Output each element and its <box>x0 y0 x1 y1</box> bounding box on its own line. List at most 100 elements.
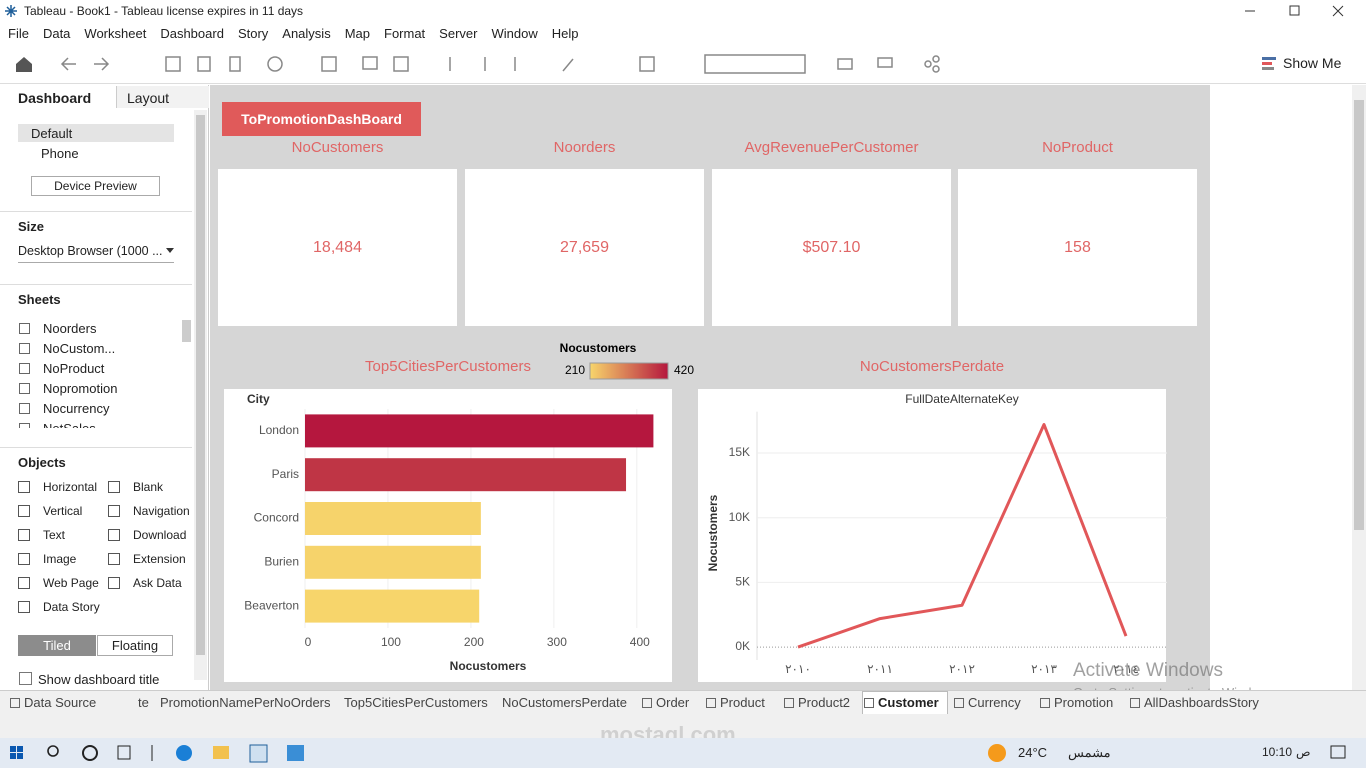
object-icon <box>18 505 30 517</box>
object-item[interactable]: Web Page <box>43 576 99 590</box>
sheet-tab[interactable]: Top5CitiesPerCustomers <box>344 695 488 710</box>
menu-item[interactable]: Story <box>237 26 269 41</box>
toolbar-icons <box>16 54 940 74</box>
floating-button[interactable]: Floating <box>97 635 173 656</box>
sheet-item[interactable]: NoCustom... <box>43 341 116 356</box>
sheet-tab[interactable]: Order <box>656 695 690 710</box>
notifications[interactable] <box>1330 744 1346 762</box>
bar-chart: Top5CitiesPerCustomers Nocustomers 210 420 C… <box>224 341 694 682</box>
tab-icon <box>1130 698 1140 708</box>
x-axis-label: Nocustomers <box>450 659 527 673</box>
category-header: City <box>247 392 270 406</box>
sheet-tab[interactable]: NoCustomersPerdate <box>502 695 627 710</box>
object-item[interactable]: Text <box>43 528 66 542</box>
weather-icon <box>988 744 1006 762</box>
kpi-card <box>712 169 951 326</box>
tab-icon <box>864 698 874 708</box>
tab-icon <box>784 698 794 708</box>
separator <box>0 447 192 448</box>
tab-icon <box>706 698 716 708</box>
device-option[interactable]: Phone <box>41 146 79 161</box>
size-dropdown[interactable]: Desktop Browser (1000 ... <box>18 244 174 263</box>
window-controls[interactable] <box>1230 0 1366 22</box>
x-tick-label: ٢٠١٣ <box>1031 662 1057 676</box>
kpi-value: 18,484 <box>313 239 362 256</box>
sheet-tab[interactable]: te <box>138 695 149 710</box>
kpi-value: $507.10 <box>802 239 861 256</box>
object-item[interactable]: Extension <box>133 552 186 566</box>
menu-item[interactable]: Window <box>491 26 538 41</box>
sheet-tab[interactable]: Product2 <box>798 695 851 710</box>
sheet-icon <box>19 323 30 334</box>
object-item[interactable]: Image <box>43 552 77 566</box>
sheet-item[interactable]: NoProduct <box>43 361 105 376</box>
separator <box>0 211 192 212</box>
chart-panel <box>698 389 1166 682</box>
kpi-card <box>958 169 1197 326</box>
active-tab-bg <box>862 691 948 715</box>
window-title: Tableau - Book1 - Tableau license expire… <box>24 4 304 18</box>
menu-item[interactable]: Server <box>439 26 478 41</box>
menu-item[interactable]: Map <box>344 26 370 41</box>
menu-item[interactable]: File <box>8 26 29 41</box>
menu-item[interactable]: Dashboard <box>160 26 224 41</box>
menu-item[interactable]: Data <box>42 26 71 41</box>
menu-item[interactable]: Format <box>384 26 426 41</box>
sheet-tab[interactable]: AllDashboardsStory <box>1144 695 1259 710</box>
sheet-item[interactable]: Nopromotion <box>43 381 118 396</box>
bar <box>305 589 480 623</box>
object-item[interactable]: Ask Data <box>133 576 182 590</box>
sheet-tabs: Data Source te PromotionNamePerNoOrders Top… <box>0 690 1366 715</box>
object-icon <box>18 601 30 613</box>
kpi-label: Noorders <box>553 139 616 156</box>
kpi-label: AvgRevenuePerCustomer <box>744 139 919 156</box>
sheet-item[interactable]: Noorders <box>43 321 97 336</box>
x-tick-label: 200 <box>464 635 484 649</box>
checkbox[interactable] <box>19 672 32 685</box>
section-heading: Size <box>18 219 45 234</box>
object-item[interactable]: Navigation <box>133 504 190 518</box>
line-series <box>797 423 1128 649</box>
tiled-button[interactable]: Tiled <box>18 635 96 656</box>
sheet-tab[interactable]: Product <box>720 695 765 710</box>
show-me-icon[interactable] <box>1262 56 1278 70</box>
object-item[interactable]: Horizontal <box>43 480 98 494</box>
y-axis-label: Nocustomers <box>706 494 720 571</box>
kpi-value: 27,659 <box>560 239 609 256</box>
sheet-tab[interactable]: Promotion <box>1054 695 1114 710</box>
object-icon <box>108 505 120 517</box>
sheet-item[interactable]: NetSales <box>43 421 96 428</box>
sheet-icon <box>19 343 30 354</box>
sheet-tab[interactable]: Customer <box>878 695 939 710</box>
side-panel <box>0 85 209 690</box>
dashboard-tab[interactable]: Dashboard <box>18 90 92 106</box>
object-item[interactable]: Blank <box>133 480 164 494</box>
y-tick-label: 5K <box>735 575 750 589</box>
kpi-label: NoProduct <box>1042 139 1113 156</box>
panel-scroll-thumb <box>196 115 205 655</box>
menu-item[interactable]: Analysis <box>282 26 331 41</box>
category-label: Beaverton <box>244 598 299 612</box>
kpi-label: NoCustomers <box>291 139 384 156</box>
sheet-item[interactable]: Nocurrency <box>43 401 110 416</box>
menu-item[interactable]: Help <box>551 26 579 41</box>
weather: مشمس <box>1068 745 1111 760</box>
sheet-tab[interactable]: Data Source <box>24 695 97 710</box>
tab-icon <box>642 698 652 708</box>
sheet-list: Noorders NoCustom... NoProduct Nopromotion N… <box>0 318 180 428</box>
show-me-button[interactable]: Show Me <box>1283 55 1342 71</box>
device-option[interactable]: Default <box>31 126 73 141</box>
object-item[interactable]: Data Story <box>43 600 100 614</box>
sheet-tab[interactable]: PromotionNamePerNoOrders <box>160 695 331 710</box>
layout-tab[interactable]: Layout <box>127 90 170 106</box>
object-item[interactable]: Download <box>133 528 187 542</box>
object-item[interactable]: Vertical <box>43 504 83 518</box>
device-preview-button[interactable]: Device Preview <box>31 176 160 196</box>
chart-title: NoCustomersPerdate <box>860 358 1004 375</box>
menu-item[interactable]: Worksheet <box>84 26 147 41</box>
sheet-tab[interactable]: Currency <box>968 695 1021 710</box>
object-icon <box>18 553 30 565</box>
taskbar-icons[interactable] <box>0 738 320 768</box>
x-tick-label: ٢٠١٠ <box>785 662 811 676</box>
